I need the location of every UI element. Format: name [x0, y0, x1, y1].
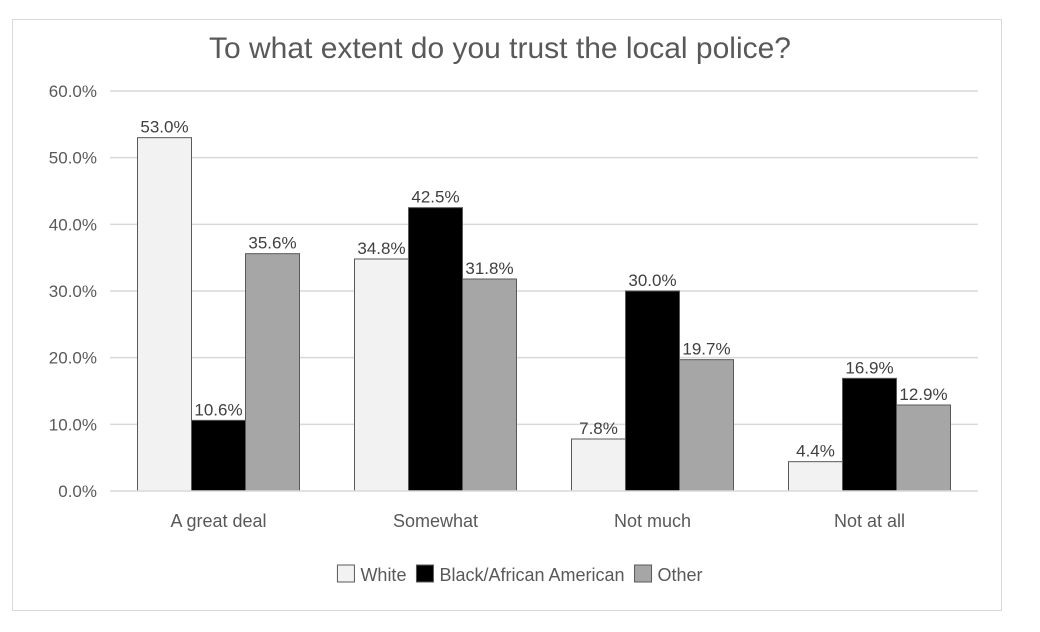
- bar-white-a-great-deal: [137, 137, 192, 492]
- bar-black-african-american-a-great-deal: [191, 419, 246, 492]
- x-category-label: A great deal: [170, 511, 266, 531]
- bar-other-somewhat: [462, 278, 517, 492]
- y-tick-label: 60.0%: [49, 82, 97, 101]
- legend-swatch: [415, 564, 434, 583]
- data-label: 53.0%: [140, 118, 188, 137]
- legend-swatch: [634, 564, 653, 583]
- legend-swatch: [336, 564, 355, 583]
- data-label: 19.7%: [682, 340, 730, 359]
- data-label: 30.0%: [628, 271, 676, 290]
- legend-label: White: [360, 565, 406, 585]
- data-label: 31.8%: [465, 259, 513, 278]
- y-tick-label: 30.0%: [49, 282, 97, 301]
- bar-white-not-much: [571, 438, 626, 492]
- legend: White Black/African American Other: [336, 564, 703, 585]
- bar-black-african-american-not-much: [625, 290, 680, 492]
- y-axis-ticks: 0.0% 10.0% 20.0% 30.0% 40.0% 50.0% 60.0%: [49, 82, 97, 501]
- data-label: 34.8%: [357, 239, 405, 258]
- x-axis-categories: A great deal Somewhat Not much Not at all: [170, 511, 905, 531]
- bar-other-a-great-deal: [245, 253, 300, 492]
- x-category-label: Somewhat: [393, 511, 478, 531]
- bar-black-african-american-not-at-all: [842, 377, 897, 492]
- data-label: 10.6%: [194, 400, 242, 419]
- y-tick-label: 20.0%: [49, 349, 97, 368]
- data-label: 16.9%: [845, 358, 893, 377]
- bar-white-not-at-all: [788, 461, 843, 492]
- bar-white-somewhat: [354, 258, 409, 492]
- y-tick-label: 10.0%: [49, 415, 97, 434]
- data-label: 42.5%: [411, 188, 459, 207]
- data-label: 12.9%: [899, 385, 947, 404]
- legend-item-black-african-american: Black/African American: [415, 564, 625, 585]
- bars: [137, 137, 951, 492]
- legend-item-other: Other: [634, 564, 703, 585]
- data-label: 35.6%: [248, 234, 296, 253]
- bar-black-african-american-somewhat: [408, 207, 463, 492]
- legend-item-white: White: [336, 564, 406, 585]
- x-category-label: Not at all: [834, 511, 905, 531]
- x-category-label: Not much: [614, 511, 691, 531]
- legend-label: Other: [658, 565, 703, 585]
- bar-other-not-much: [679, 359, 734, 492]
- bar-other-not-at-all: [896, 404, 951, 492]
- data-labels: 53.0% 10.6% 35.6% 34.8% 42.5% 31.8% 7.8% 30.0% 1…: [140, 118, 947, 461]
- data-label: 7.8%: [579, 419, 618, 438]
- y-tick-label: 0.0%: [58, 482, 97, 501]
- chart-title: To what extent do you trust the local po…: [209, 32, 791, 65]
- y-tick-label: 40.0%: [49, 215, 97, 234]
- legend-label: Black/African American: [439, 565, 624, 585]
- data-label: 4.4%: [796, 442, 835, 461]
- y-tick-label: 50.0%: [49, 149, 97, 168]
